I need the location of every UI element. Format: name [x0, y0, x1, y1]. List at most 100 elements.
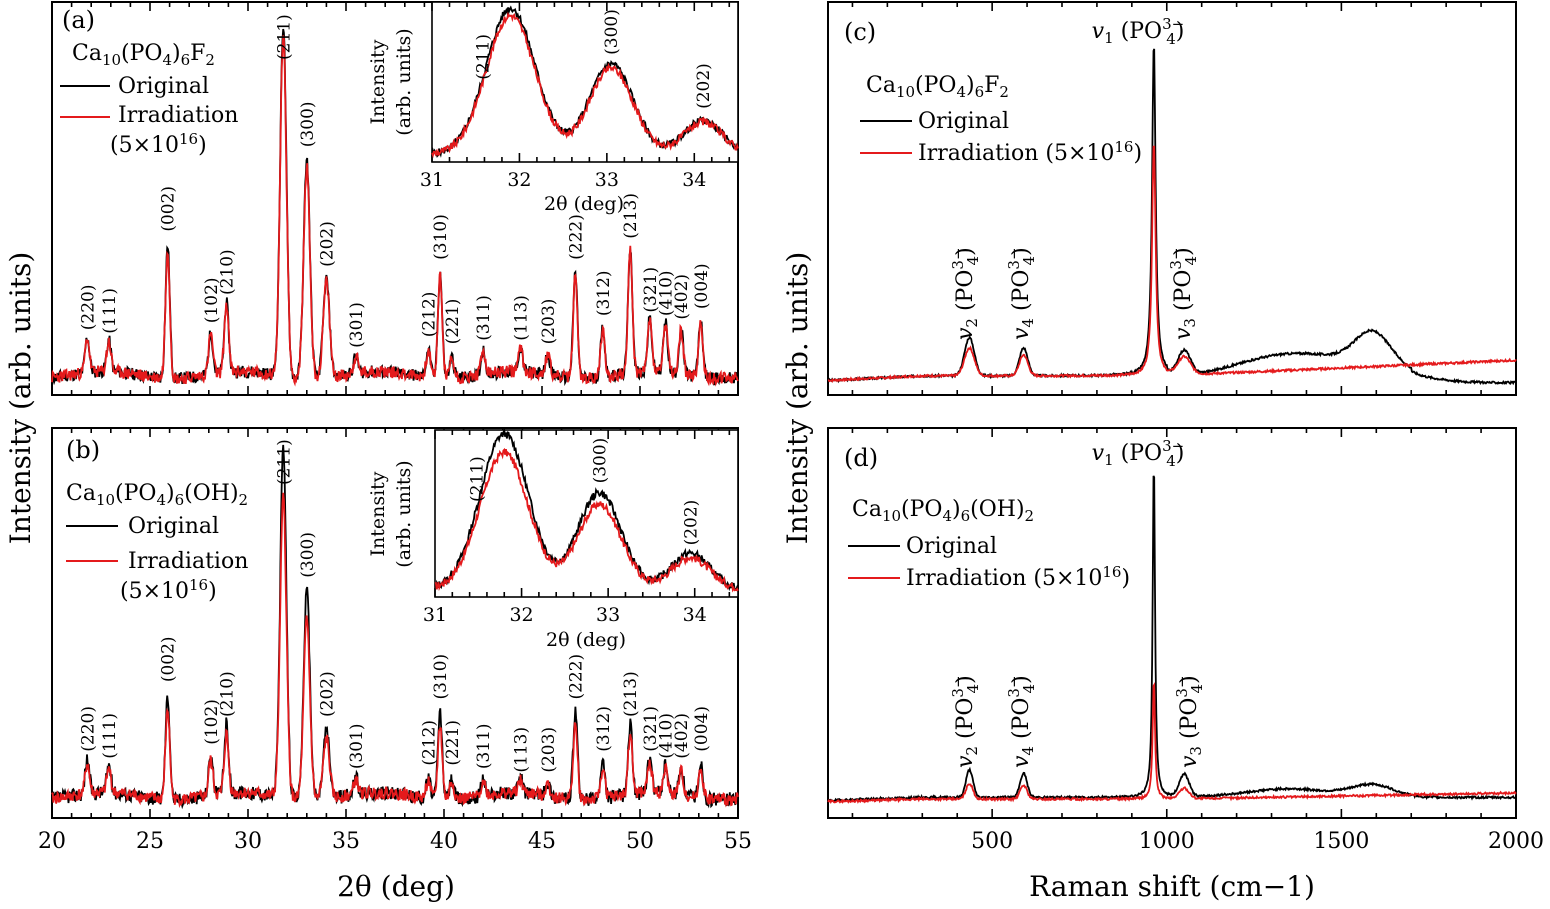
panel-b-inset-peak-labels: (211) (300) (202) [467, 438, 701, 546]
x-tick-label: 32 [507, 169, 531, 191]
panel-b-inset: 31 32 33 34 (211) (300) (202) 2θ (deg) Intens… [367, 427, 739, 651]
x-tick-label: 1000 [1139, 829, 1195, 854]
peak-label: (203) [539, 299, 559, 345]
panel-b-frame [51, 427, 739, 819]
panel-c-label: (c) [844, 18, 876, 46]
panel-c-compound: Ca10(PO4)6F2 [866, 73, 1009, 101]
panel-a: (220) (111) (002) (102)(210) (211) (300) (202)… [51, 1, 739, 396]
panel-a-legend-original: Original [118, 74, 209, 99]
x-tick-label: 45 [528, 829, 556, 854]
peak-label: (402) [672, 713, 692, 759]
peak-label: (321) [641, 706, 661, 752]
y-axis-label-left-text: Intensity (arb. units) [4, 252, 37, 545]
panel-a-label: (a) [62, 6, 95, 34]
peak-label: (212) [419, 292, 439, 338]
peak-label: (301) [347, 302, 367, 348]
panel-d: 500 1000 1500 2000 (d) Ca10(PO4)6(OH)2 Orig… [827, 427, 1544, 903]
peak-label: (311) [474, 723, 494, 769]
x-tick-label: 31 [420, 169, 444, 191]
panel-a-frame [51, 1, 739, 396]
panel-a-irradiation-line [51, 35, 739, 387]
panel-b-legend-dose: (5×1016) [120, 576, 217, 604]
panel-a-inset-xlabel: 2θ (deg) [544, 193, 624, 215]
panel-b-inset-ticks: 31 32 33 34 [423, 430, 731, 626]
panel-d-band-v2: v2 (PO3−4) [949, 675, 982, 768]
panel-d-frame [827, 427, 1517, 819]
x-tick-label: 33 [595, 169, 619, 191]
panel-b-irradiation-line [51, 492, 739, 809]
svg-text:v2 (PO3−4): v2 (PO3−4) [949, 247, 982, 340]
peak-label: (311) [474, 295, 494, 341]
peak-label: (310) [431, 214, 451, 260]
svg-text:v3 (PO3−4): v3 (PO3−4) [1167, 247, 1200, 340]
panel-b-legend-irradiation: Irradiation [128, 549, 248, 574]
panel-a-inset-irradiation-line [431, 11, 739, 159]
svg-text:v1 (PO3−4): v1 (PO3− 4) [1092, 15, 1185, 48]
panel-b: 20 25 30 35 40 45 50 55 (220) (111)(002)(102)(21… [38, 427, 752, 903]
svg-text:v4 (PO3−4): v4 (PO3−4) [1005, 247, 1038, 340]
peak-label: (222) [566, 654, 586, 700]
y-axis-label-left: Intensity (arb. units) [4, 252, 37, 545]
peak-label: (002) [159, 636, 179, 682]
svg-text:v2 (PO3−4): v2 (PO3−4) [949, 675, 982, 768]
panel-c: (c) Ca10(PO4)6F2 Original Irradiation (5… [827, 1, 1517, 396]
panel-d-band-v1: v1 (PO3− 4) [1092, 437, 1185, 470]
peak-label: (202) [317, 221, 337, 267]
panel-a-peak-labels: (220) (111) (002) (102)(210) (211) (300) (202)… [78, 14, 711, 348]
x-axis-label-right: Raman shift (cm−1) [1029, 870, 1315, 903]
panel-b-legend-original: Original [128, 514, 219, 539]
x-tick-label: 32 [509, 604, 533, 626]
y-axis-label-right-text: Intensity (arb. units) [781, 252, 814, 545]
x-tick-label: 33 [596, 604, 620, 626]
panel-c-band-v2: v2 (PO3−4) [949, 247, 982, 340]
x-tick-label: 35 [332, 829, 360, 854]
peak-label: (212) [419, 720, 439, 766]
peak-label: (321) [641, 267, 661, 313]
panel-a-legend-irradiation: Irradiation [118, 103, 238, 128]
svg-text:v1 (PO3−4): v1 (PO3− 4) [1092, 437, 1185, 470]
peak-label: (211) [274, 14, 294, 60]
panel-d-band-v4: v4 (PO3−4) [1005, 675, 1038, 768]
x-tick-label: 30 [234, 829, 262, 854]
svg-text:v3 (PO3−4): v3 (PO3−4) [1173, 675, 1206, 768]
x-tick-label: 31 [423, 604, 447, 626]
peak-label: (111) [100, 288, 120, 334]
peak-label: (312) [594, 706, 614, 752]
panel-c-band-v1: v1 (PO3− 4) [1092, 15, 1185, 48]
inset-peak-label: (300) [602, 9, 622, 55]
panel-a-inset-ylabel-2: (arb. units) [393, 28, 415, 135]
panel-b-inset-original-line [434, 427, 739, 592]
inset-peak-label: (211) [467, 456, 487, 502]
peak-label: (220) [78, 285, 98, 331]
panel-b-inset-ylabel-2: (arb. units) [393, 460, 415, 567]
peak-label: (300) [298, 101, 318, 147]
panel-d-band-v3: v3 (PO3−4) [1173, 675, 1206, 768]
panel-b-inset-irradiation-line [434, 447, 739, 593]
inset-peak-label: (202) [681, 500, 701, 546]
peak-label: (310) [431, 654, 451, 700]
svg-text:v4 (PO3−4): v4 (PO3−4) [1005, 675, 1038, 768]
peak-label: (113) [511, 727, 531, 773]
panel-c-legend-original: Original [918, 109, 1009, 134]
panel-c-legend-irradiation: Irradiation (5×1016) [918, 138, 1142, 166]
peak-label: (210) [217, 671, 237, 717]
peak-label: (210) [217, 249, 237, 295]
panel-d-original-line [827, 475, 1517, 803]
peak-label: (102) [202, 699, 222, 745]
peak-label: (222) [566, 214, 586, 260]
panel-a-inset-frame [431, 1, 739, 163]
panel-d-ticks: 500 1000 1500 2000 [851, 428, 1544, 854]
peak-label: (002) [159, 186, 179, 232]
peak-label: (004) [692, 263, 712, 309]
x-tick-label: 1500 [1313, 829, 1369, 854]
panel-c-band-v3: v3 (PO3−4) [1167, 247, 1200, 340]
x-tick-label: 20 [38, 829, 66, 854]
peak-label: (410) [656, 713, 676, 759]
peak-label: (221) [443, 720, 463, 766]
x-tick-label: 55 [724, 829, 752, 854]
peak-label: (111) [100, 713, 120, 759]
peak-label: (211) [274, 439, 294, 485]
x-tick-label: 2000 [1488, 829, 1544, 854]
peak-label: (402) [672, 274, 692, 320]
